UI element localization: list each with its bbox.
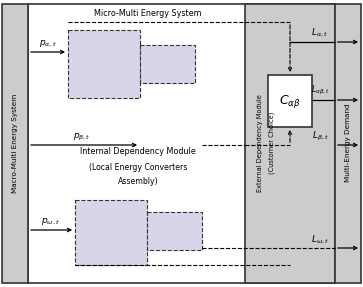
- Bar: [245, 4, 335, 283]
- Text: Micro-Multi Energy System: Micro-Multi Energy System: [94, 9, 202, 18]
- Bar: [268, 75, 312, 127]
- Text: $p_{\omega,t}$: $p_{\omega,t}$: [41, 217, 60, 227]
- Text: $L_{\omega,t}$: $L_{\omega,t}$: [311, 234, 329, 246]
- Text: $C_{\alpha\beta}$: $C_{\alpha\beta}$: [279, 92, 301, 110]
- Text: $L_{\beta,t}$: $L_{\beta,t}$: [311, 129, 329, 143]
- Text: Macro-Multi Energy System: Macro-Multi Energy System: [12, 93, 18, 193]
- Text: $L_{\alpha\beta,t}$: $L_{\alpha\beta,t}$: [310, 84, 330, 96]
- Bar: [140, 45, 195, 83]
- Bar: [28, 4, 335, 283]
- Text: $p_{\alpha,t}$: $p_{\alpha,t}$: [39, 38, 57, 49]
- Bar: [147, 212, 202, 250]
- Bar: [68, 30, 140, 98]
- Bar: [2, 4, 28, 283]
- Text: Assembly): Assembly): [118, 177, 158, 185]
- Text: $L_{\alpha,t}$: $L_{\alpha,t}$: [311, 27, 329, 39]
- Text: (Customer Choice): (Customer Choice): [269, 112, 275, 174]
- Text: $p_{\beta,t}$: $p_{\beta,t}$: [73, 131, 91, 143]
- Text: Internal Dependency Module: Internal Dependency Module: [80, 148, 196, 156]
- Text: Multi-Energy Demand: Multi-Energy Demand: [345, 104, 351, 182]
- Text: (Local Energy Converters: (Local Energy Converters: [89, 164, 187, 172]
- Bar: [75, 200, 147, 265]
- Bar: [335, 4, 361, 283]
- Text: External Dependency Module: External Dependency Module: [257, 94, 263, 192]
